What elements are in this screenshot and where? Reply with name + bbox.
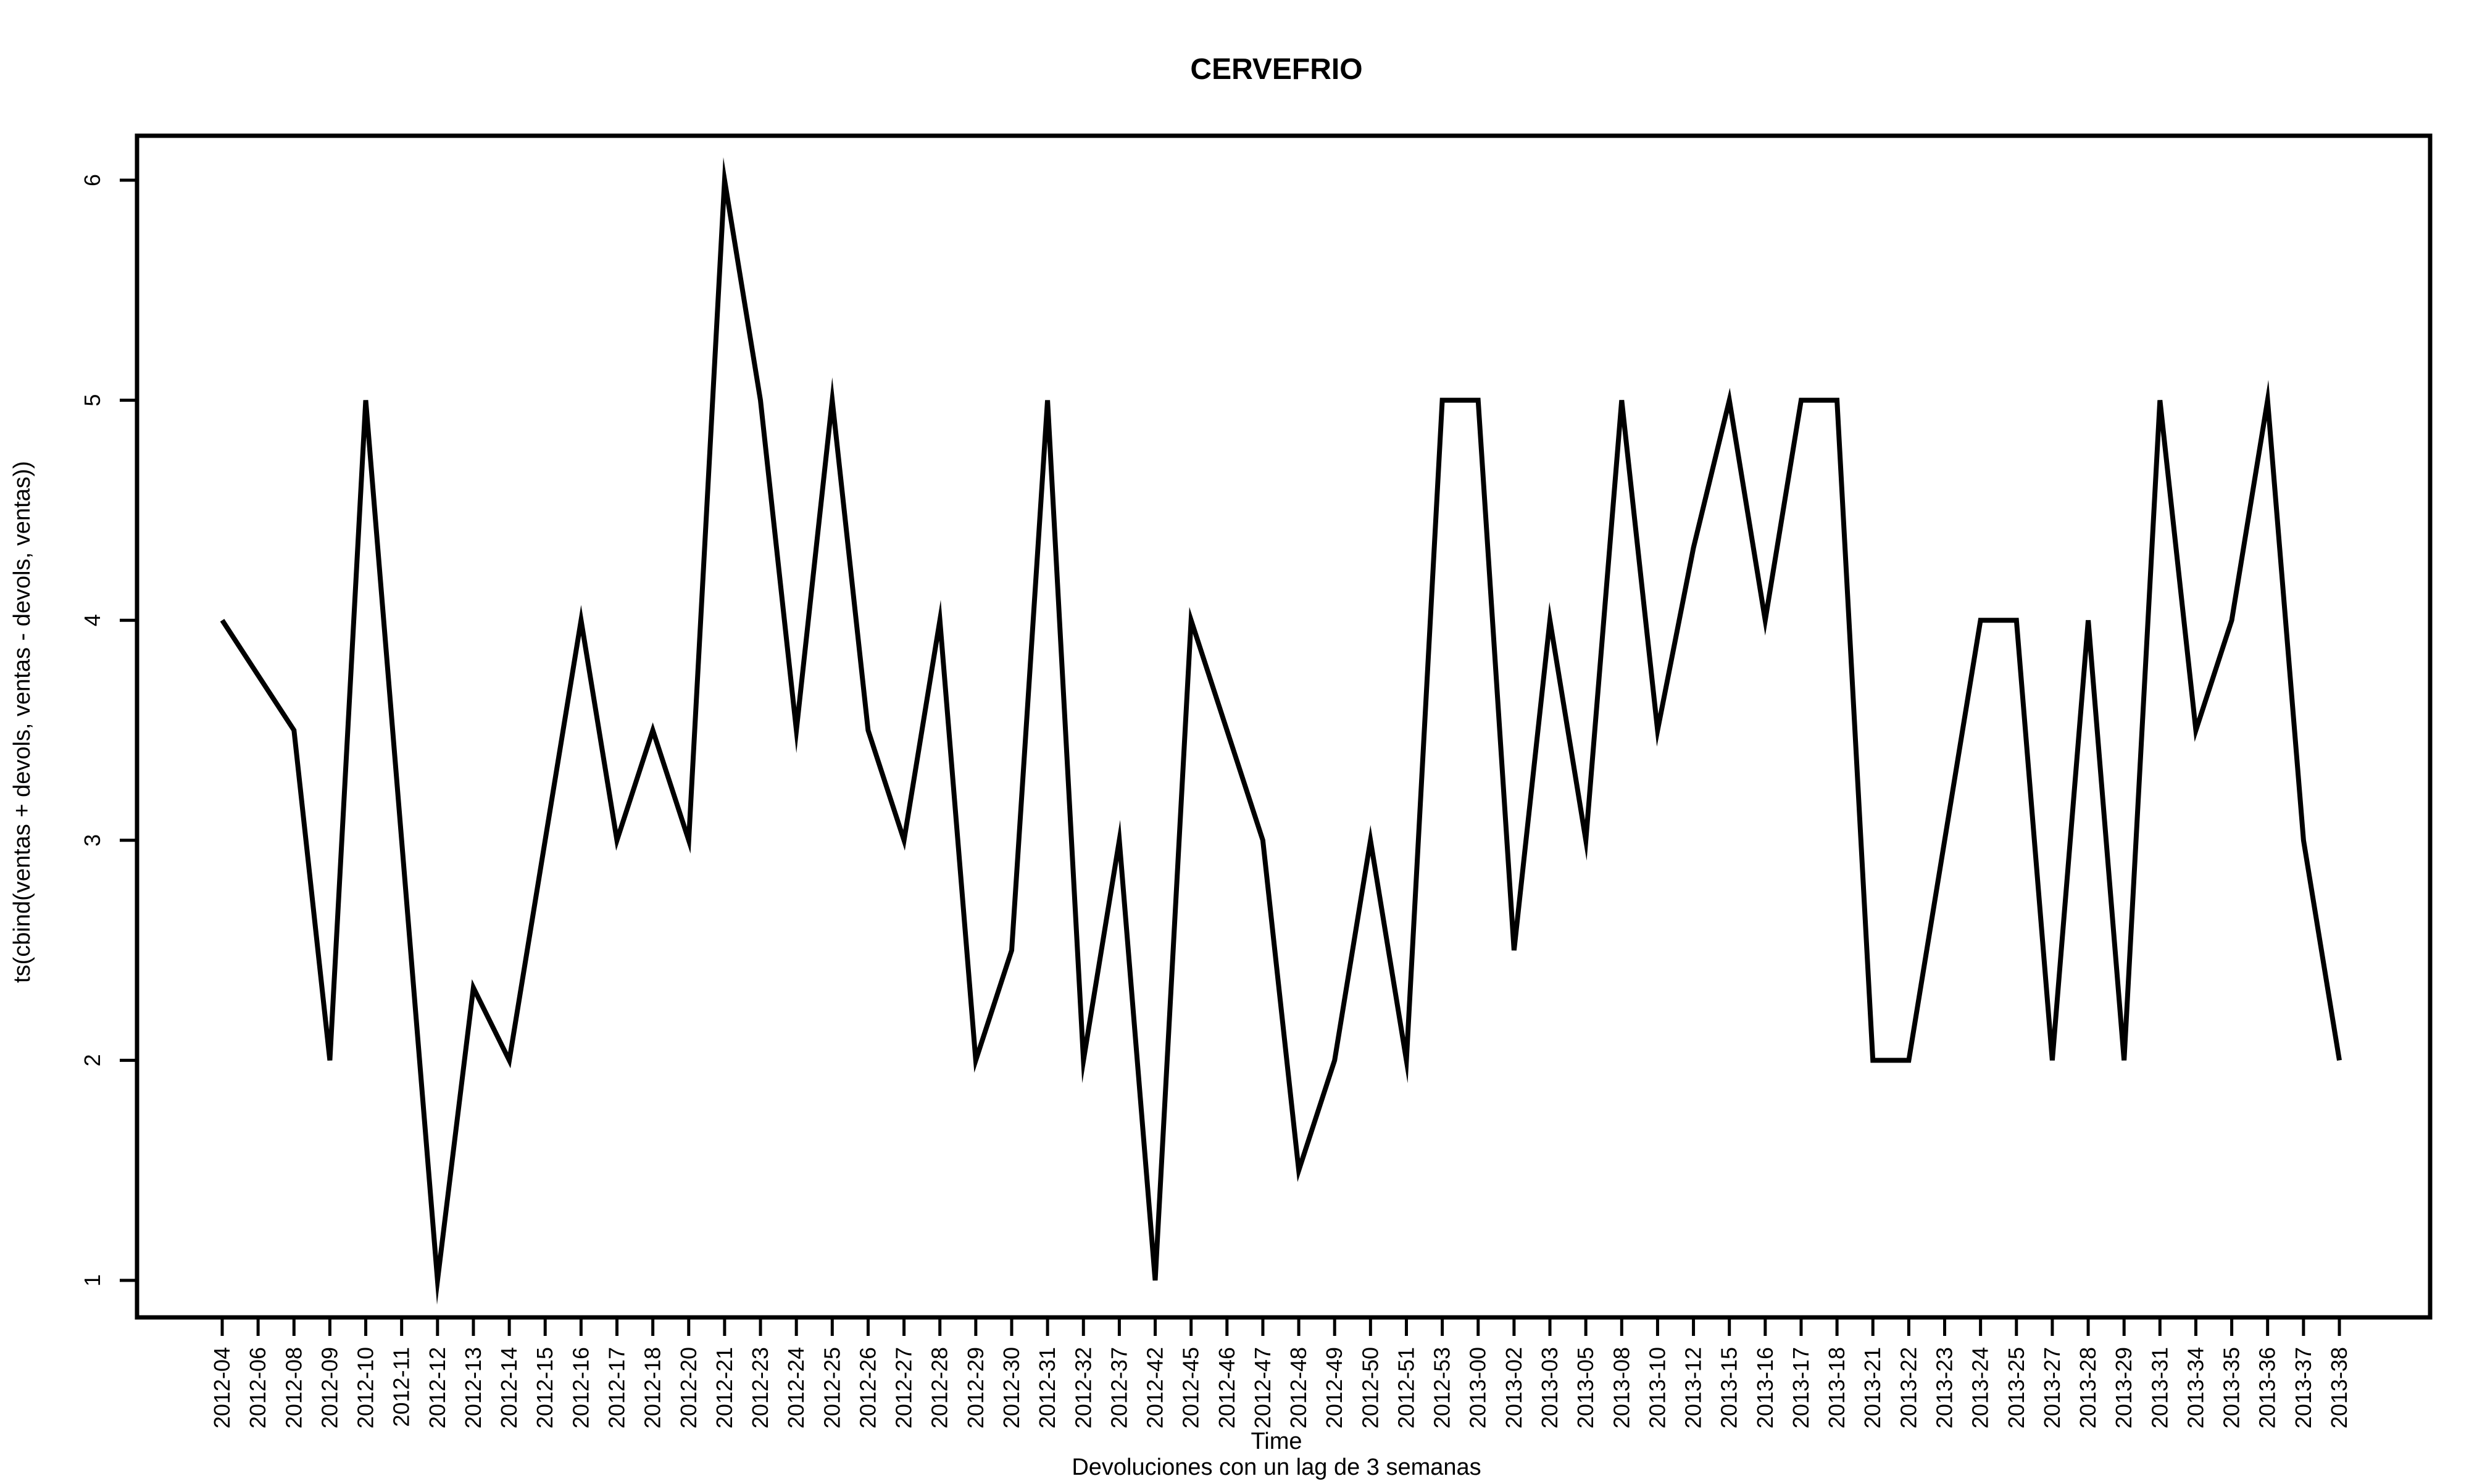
y-tick-label: 2 xyxy=(80,1054,105,1066)
x-tick-label: 2012-08 xyxy=(281,1347,306,1428)
x-tick-label: 2012-20 xyxy=(676,1347,701,1428)
x-tick-label: 2013-15 xyxy=(1717,1347,1742,1428)
x-tick-label: 2012-32 xyxy=(1070,1347,1096,1428)
x-tick-label: 2012-28 xyxy=(927,1347,952,1428)
y-tick-label: 6 xyxy=(80,174,105,186)
chart-title: CERVEFRIO xyxy=(1190,53,1362,86)
x-tick-label: 2013-05 xyxy=(1573,1347,1598,1428)
chart-subtitle: Devoluciones con un lag de 3 semanas xyxy=(1072,1454,1481,1480)
x-tick-label: 2013-22 xyxy=(1896,1347,1921,1428)
x-tick-label: 2012-24 xyxy=(783,1347,809,1428)
x-tick-label: 2012-26 xyxy=(855,1347,880,1428)
x-tick-label: 2013-18 xyxy=(1824,1347,1849,1428)
x-tick-label: 2013-21 xyxy=(1860,1347,1885,1428)
y-tick-label: 3 xyxy=(80,834,105,847)
x-tick-label: 2012-25 xyxy=(819,1347,844,1428)
x-tick-label: 2012-14 xyxy=(496,1347,522,1428)
x-tick-label: 2012-50 xyxy=(1357,1347,1383,1428)
x-tick-label: 2012-27 xyxy=(891,1347,917,1428)
x-tick-label: 2013-24 xyxy=(1968,1347,1993,1428)
x-tick-label: 2012-23 xyxy=(747,1347,773,1428)
x-tick-label: 2012-45 xyxy=(1178,1347,1204,1428)
x-tick-label: 2012-46 xyxy=(1214,1347,1239,1428)
x-tick-label: 2012-48 xyxy=(1286,1347,1311,1428)
x-axis-label: Time xyxy=(1251,1428,1302,1454)
x-tick-label: 2013-34 xyxy=(2183,1347,2208,1428)
x-tick-label: 2012-31 xyxy=(1035,1347,1060,1428)
x-tick-label: 2013-23 xyxy=(1932,1347,1957,1428)
x-tick-label: 2012-06 xyxy=(245,1347,270,1428)
x-tick-label: 2013-29 xyxy=(2111,1347,2136,1428)
x-tick-label: 2013-10 xyxy=(1644,1347,1670,1428)
y-tick-label: 1 xyxy=(80,1274,105,1287)
x-tick-label: 2013-28 xyxy=(2075,1347,2101,1428)
x-tick-label: 2012-37 xyxy=(1106,1347,1131,1428)
x-tick-label: 2012-17 xyxy=(604,1347,629,1428)
x-tick-label: 2012-10 xyxy=(353,1347,378,1428)
x-tick-label: 2012-51 xyxy=(1393,1347,1418,1428)
x-tick-label: 2013-27 xyxy=(2039,1347,2065,1428)
y-tick-label: 5 xyxy=(80,394,105,407)
x-tick-label: 2013-35 xyxy=(2219,1347,2244,1428)
x-tick-label: 2012-04 xyxy=(209,1347,235,1428)
x-tick-label: 2013-16 xyxy=(1752,1347,1778,1428)
x-tick-label: 2012-09 xyxy=(317,1347,342,1428)
x-tick-label: 2012-30 xyxy=(999,1347,1024,1428)
plot-frame xyxy=(135,133,2433,1320)
x-axis: 2012-04 2012-06 2012-08 2012-09 2012-10 2012-… xyxy=(209,1317,2352,1428)
x-tick-label: 2012-53 xyxy=(1430,1347,1455,1428)
x-tick-label: 2013-38 xyxy=(2326,1347,2352,1428)
x-tick-label: 2013-12 xyxy=(1681,1347,1706,1428)
y-axis: 1 2 3 4 5 6 xyxy=(80,174,137,1287)
x-tick-label: 2012-21 xyxy=(712,1347,737,1428)
x-tick-label: 2012-42 xyxy=(1143,1347,1168,1428)
x-tick-label: 2013-25 xyxy=(2004,1347,2029,1428)
series-layer xyxy=(220,157,2342,1305)
x-tick-label: 2012-11 xyxy=(389,1347,414,1427)
x-tick-label: 2013-17 xyxy=(1788,1347,1813,1428)
x-tick-label: 2012-15 xyxy=(532,1347,557,1428)
x-tick-label: 2013-00 xyxy=(1465,1347,1491,1428)
x-tick-label: 2012-49 xyxy=(1322,1347,1347,1428)
x-tick-label: 2012-29 xyxy=(963,1347,988,1428)
x-tick-label: 2012-16 xyxy=(568,1347,593,1428)
x-tick-label: 2012-18 xyxy=(640,1347,665,1428)
x-tick-label: 2013-31 xyxy=(2147,1347,2172,1428)
x-tick-label: 2012-12 xyxy=(425,1347,450,1428)
x-tick-label: 2013-02 xyxy=(1501,1347,1526,1428)
y-axis-label: ts(cbind(ventas + devols, ventas - devol… xyxy=(9,461,35,983)
x-tick-label: 2013-03 xyxy=(1537,1347,1562,1428)
x-tick-label: 2013-08 xyxy=(1609,1347,1634,1428)
x-tick-label: 2013-36 xyxy=(2255,1347,2280,1428)
x-tick-label: 2013-37 xyxy=(2291,1347,2316,1428)
x-tick-label: 2012-13 xyxy=(460,1347,486,1428)
x-tick-label: 2012-47 xyxy=(1250,1347,1275,1428)
y-tick-label: 4 xyxy=(80,614,105,626)
series-line xyxy=(220,157,2342,1305)
